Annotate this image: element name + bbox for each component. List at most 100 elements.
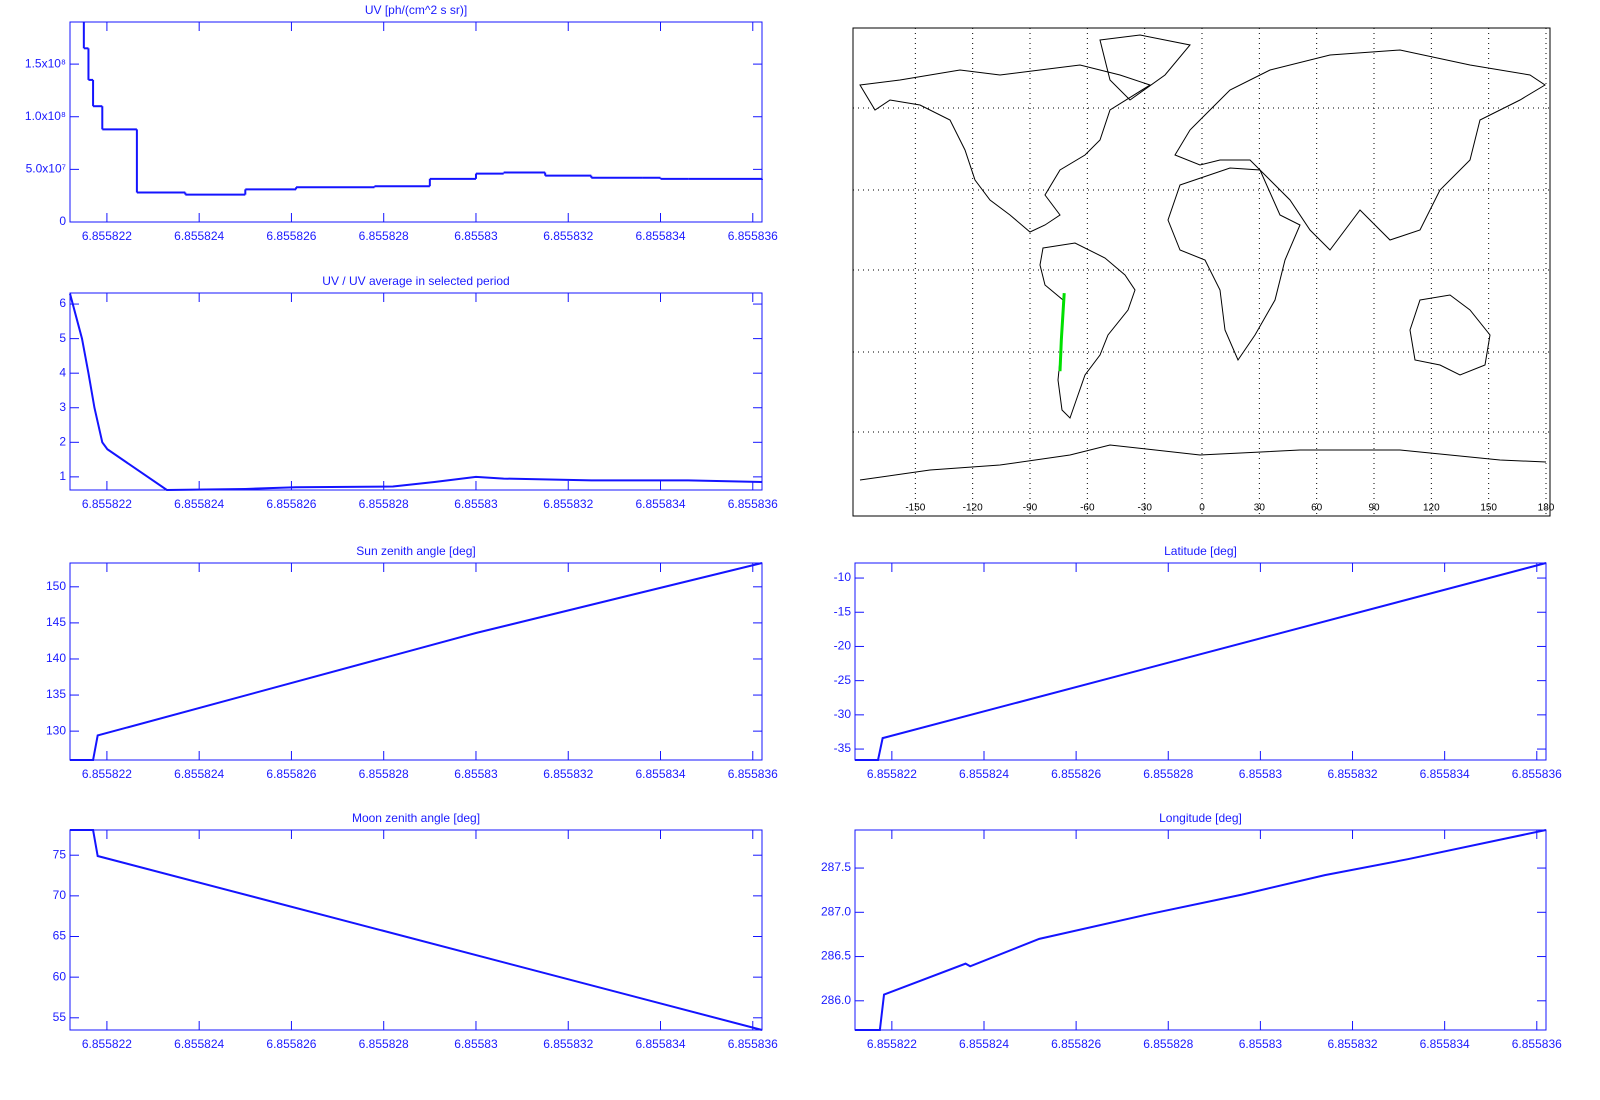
coast-antarctica: [859, 444, 1547, 481]
data-line: [69, 293, 763, 492]
x-tick-label: 6.855824: [959, 1037, 1009, 1051]
y-tick-label: 286.0: [821, 993, 851, 1007]
x-tick-label: 6.855834: [635, 229, 685, 243]
y-tick-label: 75: [53, 847, 67, 861]
x-tick-label: 6.855832: [1327, 1037, 1377, 1051]
coast-south-america: [1039, 242, 1136, 419]
y-tick-label: 140: [46, 651, 66, 665]
x-tick-label: 6.855826: [266, 1037, 316, 1051]
y-tick-label: 0: [59, 214, 66, 228]
y-tick-label: -15: [834, 604, 852, 618]
x-tick-label: 6.855828: [359, 767, 409, 781]
x-tick-label: 6.855824: [174, 767, 224, 781]
x-tick-label: 6.855836: [728, 1037, 778, 1051]
map-frame: [852, 27, 1551, 517]
x-tick-label: 6.85583: [454, 1037, 498, 1051]
x-tick-label: 150: [1480, 503, 1497, 514]
x-tick-label: 90: [1368, 503, 1380, 514]
plot-frame: [854, 562, 1547, 761]
y-tick-label: -10: [834, 570, 852, 584]
y-tick-label: -35: [834, 741, 852, 755]
x-tick-label: 6.855836: [1512, 1037, 1562, 1051]
x-tick-label: 6.855824: [174, 229, 224, 243]
x-tick-label: 6.855826: [266, 229, 316, 243]
y-tick-label: 60: [53, 969, 67, 983]
chart-title: Sun zenith angle [deg]: [356, 544, 475, 558]
x-tick-label: 6.855832: [1327, 767, 1377, 781]
y-tick-label: 5: [59, 331, 66, 345]
data-line: [70, 829, 763, 1031]
x-tick-label: 6.855836: [728, 767, 778, 781]
x-tick-label: 6.855834: [635, 767, 685, 781]
plot-frame: [854, 829, 1547, 1031]
x-tick-label: 6.855822: [82, 1037, 132, 1051]
y-tick-label: 145: [46, 615, 66, 629]
x-tick-label: 6.855832: [543, 229, 593, 243]
y-tick-label: -25: [834, 673, 852, 687]
coast-eurasia: [1174, 49, 1546, 251]
ground-track: [1058, 293, 1066, 372]
x-tick-label: 6.855824: [959, 767, 1009, 781]
x-tick-label: 6.855828: [359, 229, 409, 243]
y-tick-label: 65: [53, 929, 67, 943]
x-tick-label: 6.855834: [1420, 1037, 1470, 1051]
x-tick-label: 6.85583: [1239, 767, 1283, 781]
x-tick-label: 6.855828: [359, 1037, 409, 1051]
x-tick-label: 6.85583: [454, 767, 498, 781]
x-tick-label: 30: [1254, 503, 1266, 514]
x-tick-label: 6.855836: [728, 497, 778, 511]
data-line: [855, 829, 1547, 1031]
y-tick-label: 4: [59, 365, 66, 379]
x-tick-label: 6.855832: [543, 497, 593, 511]
y-tick-label: 5.0x10⁷: [26, 162, 66, 176]
x-tick-label: 6.855822: [867, 767, 917, 781]
map-parallels: [853, 107, 1550, 433]
y-tick-label: 70: [53, 888, 67, 902]
y-tick-label: -30: [834, 707, 852, 721]
y-tick-label: 55: [53, 1010, 67, 1024]
data-line: [855, 562, 1547, 761]
x-tick-label: 6.855826: [266, 767, 316, 781]
x-tick-label: -30: [1137, 503, 1152, 514]
plot-frame: [69, 292, 763, 491]
x-tick-label: 6.855834: [1420, 767, 1470, 781]
chart-title: Longitude [deg]: [1159, 811, 1242, 825]
x-tick-label: 6.855822: [82, 229, 132, 243]
chart-title: UV / UV average in selected period: [322, 274, 509, 288]
chart-title: Moon zenith angle [deg]: [352, 811, 480, 825]
x-tick-label: 6.855824: [174, 1037, 224, 1051]
y-tick-label: 130: [46, 723, 66, 737]
plot-frame: [69, 562, 763, 761]
plot-frame: [69, 21, 763, 223]
y-tick-label: 135: [46, 687, 66, 701]
y-tick-label: 286.5: [821, 949, 851, 963]
y-tick-label: 1: [59, 469, 66, 483]
y-tick-label: -20: [834, 639, 852, 653]
x-tick-label: 120: [1423, 503, 1440, 514]
x-tick-label: 6.855826: [266, 497, 316, 511]
x-tick-label: 6.855834: [635, 1037, 685, 1051]
y-tick-label: 287.0: [821, 904, 851, 918]
y-tick-label: 287.5: [821, 860, 851, 874]
x-tick-label: -90: [1023, 503, 1038, 514]
x-tick-label: 6.855828: [1143, 767, 1193, 781]
x-tick-label: 6.85583: [454, 229, 498, 243]
coast-australia: [1409, 294, 1491, 376]
y-tick-label: 2: [59, 434, 66, 448]
x-tick-label: 6.855822: [867, 1037, 917, 1051]
x-tick-label: 6.855836: [728, 229, 778, 243]
x-tick-label: 6.855832: [543, 767, 593, 781]
x-tick-label: 60: [1311, 503, 1323, 514]
y-tick-label: 3: [59, 400, 66, 414]
y-tick-label: 1.5x10⁸: [25, 56, 66, 70]
world-map-background: [852, 27, 1551, 517]
coast-greenland: [1099, 34, 1191, 101]
y-tick-label: 6: [59, 296, 66, 310]
x-tick-label: 6.85583: [1239, 1037, 1283, 1051]
x-tick-label: -120: [963, 503, 983, 514]
plot-frame: [69, 829, 763, 1031]
x-tick-label: 6.855828: [1143, 1037, 1193, 1051]
x-tick-label: -60: [1080, 503, 1095, 514]
